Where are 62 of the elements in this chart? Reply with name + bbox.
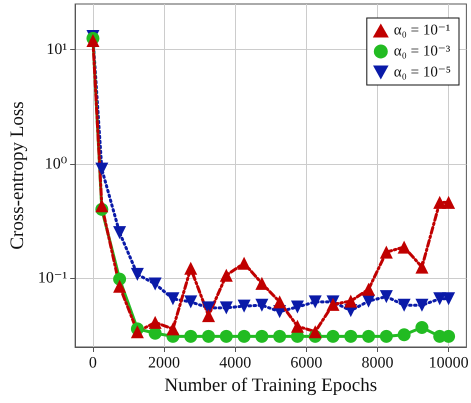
point bbox=[255, 276, 268, 290]
point bbox=[202, 309, 216, 322]
point bbox=[166, 292, 180, 306]
x-tick-label: 8000 bbox=[361, 354, 394, 372]
x-tick-label: 0 bbox=[88, 354, 97, 372]
point bbox=[415, 321, 428, 334]
point bbox=[380, 246, 393, 259]
point bbox=[220, 330, 233, 343]
x-tick-label: 10000 bbox=[428, 354, 469, 372]
point bbox=[326, 330, 340, 343]
point bbox=[148, 316, 162, 329]
point bbox=[290, 300, 304, 314]
point bbox=[273, 330, 286, 343]
point bbox=[415, 298, 428, 312]
y-axis-title: Cross-entropy Loss bbox=[7, 101, 28, 250]
point bbox=[398, 240, 411, 254]
point bbox=[255, 298, 268, 312]
point bbox=[202, 330, 216, 343]
point bbox=[415, 260, 428, 274]
point bbox=[238, 256, 251, 270]
point bbox=[113, 226, 126, 240]
point bbox=[273, 295, 286, 308]
point bbox=[255, 330, 268, 343]
point bbox=[184, 295, 198, 308]
point bbox=[344, 330, 358, 343]
point bbox=[130, 325, 144, 338]
x-tick-label: 6000 bbox=[290, 354, 322, 372]
point bbox=[326, 298, 340, 311]
legend-label: α₀ = 10⁻³ bbox=[394, 44, 451, 60]
point bbox=[442, 196, 456, 209]
point bbox=[95, 199, 108, 212]
point bbox=[380, 290, 393, 304]
point bbox=[398, 328, 411, 342]
point bbox=[442, 330, 456, 343]
point bbox=[362, 282, 376, 296]
point bbox=[238, 330, 251, 343]
point bbox=[308, 295, 322, 308]
point bbox=[398, 298, 411, 312]
point bbox=[380, 330, 393, 343]
point bbox=[220, 268, 233, 282]
point bbox=[238, 300, 251, 313]
x-tick-label: 4000 bbox=[219, 354, 252, 372]
point bbox=[184, 330, 198, 343]
point bbox=[362, 330, 376, 343]
point bbox=[442, 292, 456, 306]
point bbox=[130, 268, 144, 281]
point bbox=[290, 320, 304, 333]
x-axis-title: Number of Training Epochs bbox=[164, 374, 378, 396]
legend-label: α₀ = 10⁻⁵ bbox=[394, 64, 452, 80]
y-tick-label: 10⁻¹ bbox=[38, 270, 68, 287]
point bbox=[166, 322, 180, 336]
point bbox=[308, 325, 322, 338]
y-tick-label: 10⁰ bbox=[44, 155, 68, 172]
point bbox=[113, 280, 126, 293]
point bbox=[344, 294, 358, 308]
legend-label: α₀ = 10⁻¹ bbox=[394, 22, 450, 38]
y-tick-label: 10¹ bbox=[46, 41, 68, 58]
point bbox=[184, 262, 198, 275]
point bbox=[148, 277, 162, 290]
point bbox=[220, 301, 233, 314]
x-tick-label: 2000 bbox=[148, 354, 180, 372]
point bbox=[95, 162, 108, 176]
